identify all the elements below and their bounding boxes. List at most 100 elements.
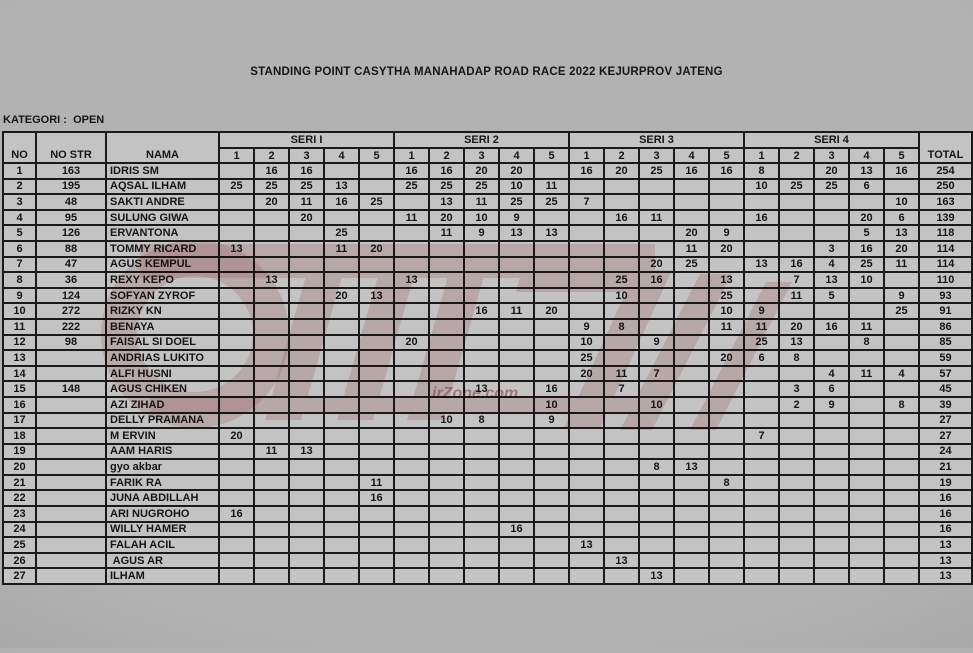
cell-points: [568, 411, 605, 430]
cell-points: 16: [533, 380, 570, 398]
cell-no-str: 48: [35, 193, 107, 211]
cell-points: [673, 364, 710, 383]
cell-points: 7: [603, 380, 640, 398]
cell-points: 25: [288, 177, 325, 196]
cell-points: [533, 364, 570, 383]
cell-points: [848, 411, 885, 430]
cell-points: 25: [218, 177, 255, 196]
cell-points: [288, 286, 325, 305]
cell-nama: BENAYA: [105, 317, 220, 336]
cell-points: 25: [813, 177, 850, 196]
cell-no: 15: [2, 380, 37, 398]
cell-points: [778, 473, 815, 492]
header-race-2: 2: [428, 147, 465, 164]
cell-points: [393, 395, 430, 414]
table-row: 3 48 SAKTI ANDRE 20 11 16 25 13 11 25 25 7 10 163: [2, 193, 973, 211]
cell-points: 8: [463, 411, 500, 430]
header-race-1: 1: [218, 147, 255, 164]
cell-points: [673, 380, 710, 398]
header-race-1: 1: [568, 147, 605, 164]
cell-points: [778, 193, 815, 211]
cell-points: [288, 473, 325, 492]
cell-points: [393, 551, 430, 570]
cell-points: [638, 442, 675, 461]
cell-points: [848, 380, 885, 398]
cell-points: [708, 193, 745, 211]
cell-points: [253, 520, 290, 539]
cell-points: 25: [498, 193, 535, 211]
cell-points: 8: [778, 349, 815, 367]
cell-points: 16: [218, 505, 255, 523]
table-body: 1 163 IDRIS SM 16 16 16 16 20 20 16 20 25 16 16 8 20 13 1…: [2, 162, 973, 586]
cell-points: [358, 395, 395, 414]
cell-points: [498, 458, 535, 476]
cell-points: 10: [568, 333, 605, 352]
cell-points: [218, 442, 255, 461]
cell-points: [743, 411, 780, 430]
cell-points: [568, 505, 605, 523]
cell-points: [568, 489, 605, 508]
cell-points: [568, 208, 605, 227]
cell-no-str: 98: [35, 333, 107, 352]
cell-points: [603, 427, 640, 445]
cell-points: [463, 458, 500, 476]
cell-points: [743, 239, 780, 258]
table-row: 6 88 TOMMY RICARD 13 11 20 11 20 3 16 20 114: [2, 239, 973, 258]
cell-points: [673, 317, 710, 336]
cell-points: 20: [673, 224, 710, 242]
cell-points: [883, 567, 920, 586]
cell-points: 10: [428, 411, 465, 430]
cell-points: [498, 380, 535, 398]
cell-points: [603, 411, 640, 430]
header-race-3: 3: [813, 147, 850, 164]
cell-points: [463, 239, 500, 258]
cell-total: 85: [918, 333, 973, 352]
header-race-2: 2: [778, 147, 815, 164]
cell-points: 11: [463, 193, 500, 211]
cell-points: [498, 536, 535, 554]
cell-points: [218, 567, 255, 586]
cell-points: 13: [498, 224, 535, 242]
cell-points: [708, 458, 745, 476]
cell-total: 57: [918, 364, 973, 383]
cell-points: 20: [498, 162, 535, 180]
cell-points: 20: [813, 162, 850, 180]
header-race-5: 5: [358, 147, 395, 164]
cell-no: 3: [2, 193, 37, 211]
cell-points: [568, 551, 605, 570]
cell-points: [813, 536, 850, 554]
cell-points: 13: [883, 224, 920, 242]
header-no: NO: [2, 131, 37, 164]
cell-points: 10: [533, 395, 570, 414]
cell-points: 13: [603, 551, 640, 570]
cell-points: 11: [428, 224, 465, 242]
cell-points: [323, 395, 360, 414]
cell-points: [498, 395, 535, 414]
cell-points: 25: [253, 177, 290, 196]
cell-points: [253, 411, 290, 430]
cell-no: 6: [2, 239, 37, 258]
cell-points: [848, 567, 885, 586]
cell-points: [428, 239, 465, 258]
table-row: 7 47 AGUS KEMPUL 20 25 13 16 4 25 11 114: [2, 255, 973, 274]
cell-nama: SAKTI ANDRE: [105, 193, 220, 211]
cell-points: [638, 551, 675, 570]
cell-points: [463, 349, 500, 367]
cell-points: [673, 333, 710, 352]
cell-total: 93: [918, 286, 973, 305]
cell-points: [288, 349, 325, 367]
cell-points: [393, 193, 430, 211]
table-row: 26 AGUS AR 13 13: [2, 551, 973, 570]
cell-points: [358, 442, 395, 461]
cell-nama: gyo akbar: [105, 458, 220, 476]
cell-points: [323, 380, 360, 398]
table-row: 25 FALAH ACIL 13 13: [2, 536, 973, 554]
cell-points: [568, 473, 605, 492]
cell-points: 20: [358, 239, 395, 258]
cell-points: [358, 224, 395, 242]
cell-points: 8: [848, 333, 885, 352]
cell-no-str: 36: [35, 271, 107, 289]
cell-no: 18: [2, 427, 37, 445]
cell-points: [498, 551, 535, 570]
cell-points: [288, 271, 325, 289]
